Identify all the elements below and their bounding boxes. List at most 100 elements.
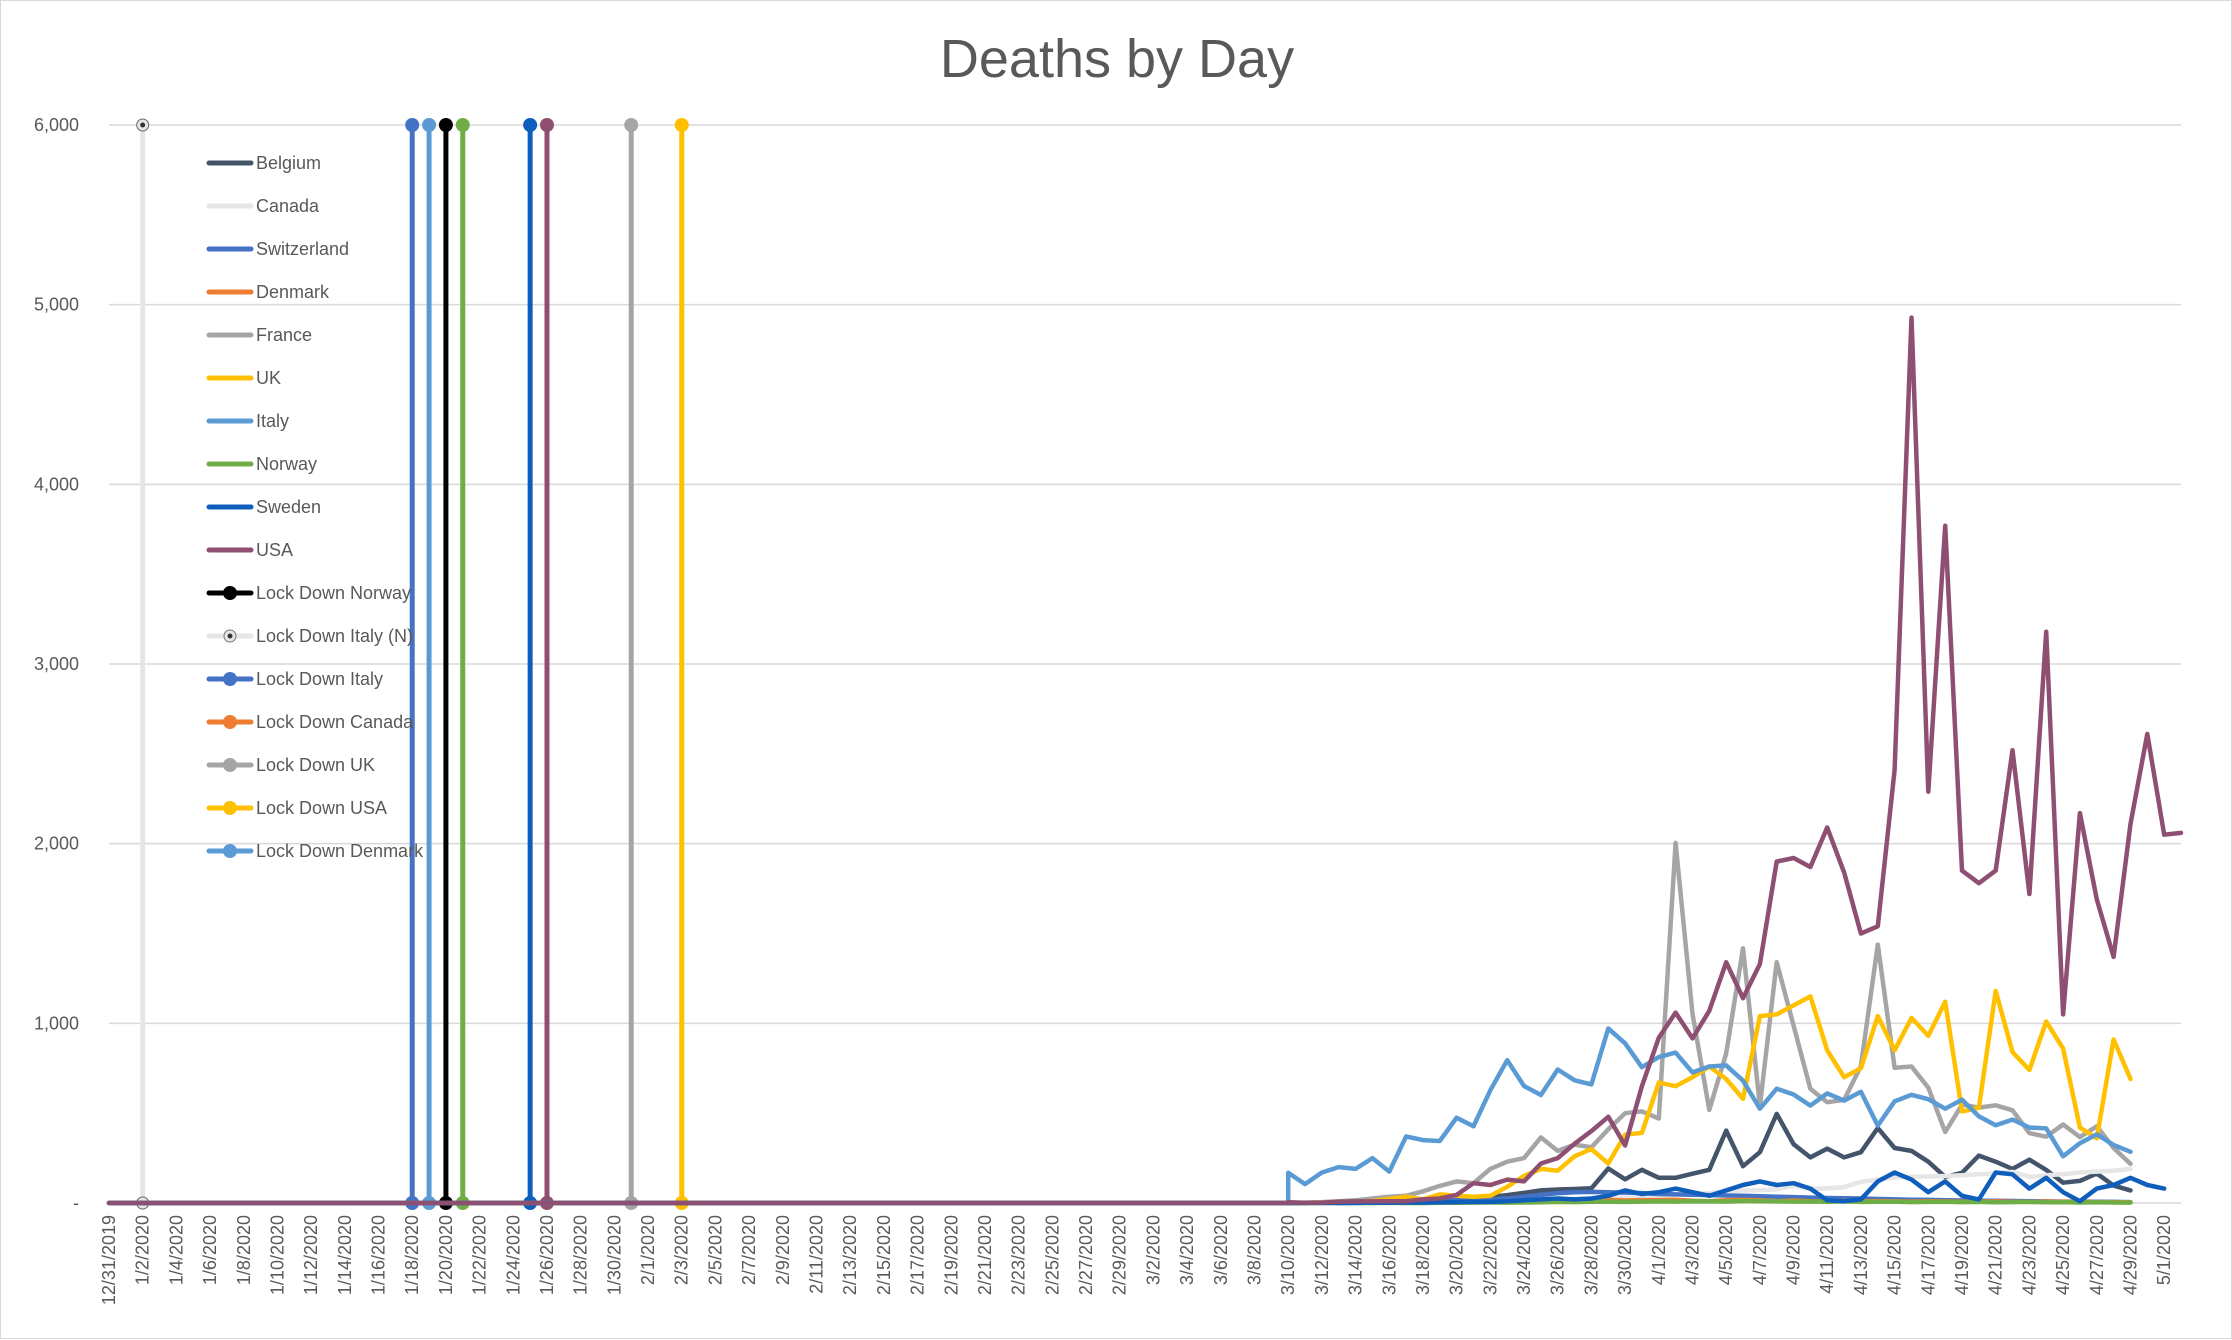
lockdown-lines (136, 118, 689, 1210)
legend-label: Lock Down Canada (256, 712, 414, 732)
x-tick-label: 1/12/2020 (301, 1215, 321, 1295)
x-tick-label: 4/9/2020 (1784, 1215, 1804, 1285)
x-tick-label: 2/25/2020 (1042, 1215, 1062, 1295)
legend-marker (223, 672, 237, 686)
legend-label: France (256, 325, 312, 345)
x-tick-label: 1/10/2020 (267, 1215, 287, 1295)
y-tick-label: - (73, 1193, 79, 1213)
x-tick-label: 1/8/2020 (234, 1215, 254, 1285)
x-tick-label: 3/12/2020 (1312, 1215, 1332, 1295)
x-tick-label: 3/6/2020 (1211, 1215, 1231, 1285)
legend-label: Lock Down Italy (256, 669, 383, 689)
x-tick-label: 1/4/2020 (166, 1215, 186, 1285)
legend-label: Switzerland (256, 239, 349, 259)
lockdown-line-marker (674, 118, 689, 132)
y-tick-label: 5,000 (34, 295, 79, 315)
x-tick-label: 4/17/2020 (1918, 1215, 1938, 1295)
x-tick-label: 4/13/2020 (1851, 1215, 1871, 1295)
legend-marker-dot (227, 633, 233, 639)
legend-marker (223, 801, 237, 815)
legend-label: UK (256, 368, 281, 388)
x-tick-label: 12/31/2019 (99, 1215, 119, 1305)
x-tick-label: 2/7/2020 (739, 1215, 759, 1285)
x-tick-label: 1/28/2020 (571, 1215, 591, 1295)
legend-label: Lock Down USA (256, 798, 387, 818)
y-axis-ticks: - 1,000 2,000 3,000 4,000 5,000 6,000 (34, 115, 79, 1213)
y-tick-label: 1,000 (34, 1013, 79, 1033)
y-tick-label: 4,000 (34, 474, 79, 494)
x-tick-label: 3/18/2020 (1413, 1215, 1433, 1295)
x-tick-label: 4/7/2020 (1750, 1215, 1770, 1285)
vertical-line-marker (455, 118, 470, 132)
legend-label: Belgium (256, 153, 321, 173)
x-tick-label: 2/17/2020 (908, 1215, 928, 1295)
y-tick-label: 2,000 (34, 834, 79, 854)
x-tick-label: 5/1/2020 (2154, 1215, 2174, 1285)
legend-label: Lock Down Denmark (256, 841, 424, 861)
lockdown-line-marker (422, 118, 437, 132)
x-tick-label: 1/26/2020 (537, 1215, 557, 1295)
x-tick-label: 1/2/2020 (133, 1215, 153, 1285)
x-tick-label: 1/24/2020 (503, 1215, 523, 1295)
y-tick-label: 3,000 (34, 654, 79, 674)
x-tick-label: 4/11/2020 (1817, 1215, 1837, 1294)
chart-title: Deaths by Day (940, 29, 1294, 89)
legend-marker (223, 715, 237, 729)
legend-label: Italy (256, 411, 289, 431)
x-tick-label: 2/15/2020 (874, 1215, 894, 1295)
vertical-line-marker (539, 118, 554, 132)
x-tick-label: 1/14/2020 (335, 1215, 355, 1295)
x-tick-label: 3/2/2020 (1143, 1215, 1163, 1285)
x-axis-ticks: 12/31/2019 1/2/2020 1/4/2020 1/6/2020 1/8/20… (99, 1215, 2174, 1305)
x-tick-label: 1/16/2020 (369, 1215, 389, 1295)
x-tick-label: 3/22/2020 (1480, 1215, 1500, 1295)
legend: Belgium Canada Switzerland Denmark France UK I… (206, 153, 424, 861)
lockdown-line-marker (438, 118, 453, 132)
x-tick-label: 4/1/2020 (1649, 1215, 1669, 1285)
x-tick-label: 2/19/2020 (941, 1215, 961, 1295)
series-line-italy (106, 1026, 2133, 1206)
x-tick-label: 2/1/2020 (638, 1215, 658, 1285)
legend-label: Denmark (256, 282, 330, 302)
legend-label: Lock Down Italy (N) (256, 626, 413, 646)
legend-marker (223, 844, 237, 858)
legend-label: Canada (256, 196, 320, 216)
series-line-usa (106, 315, 2184, 1206)
x-tick-label: 2/21/2020 (975, 1215, 995, 1295)
x-tick-label: 4/3/2020 (1682, 1215, 1702, 1285)
x-tick-label: 1/18/2020 (402, 1215, 422, 1295)
x-tick-label: 4/29/2020 (2120, 1215, 2140, 1295)
x-tick-label: 3/20/2020 (1447, 1215, 1467, 1295)
legend-label: Sweden (256, 497, 321, 517)
x-tick-label: 4/21/2020 (1986, 1215, 2006, 1295)
x-tick-label: 3/14/2020 (1346, 1215, 1366, 1295)
x-tick-label: 4/19/2020 (1952, 1215, 1972, 1295)
x-tick-label: 2/3/2020 (672, 1215, 692, 1285)
x-tick-label: 3/8/2020 (1244, 1215, 1264, 1285)
x-tick-label: 3/26/2020 (1548, 1215, 1568, 1295)
x-tick-label: 2/5/2020 (705, 1215, 725, 1285)
vertical-line-marker (523, 118, 538, 132)
x-tick-label: 2/11/2020 (807, 1215, 827, 1294)
x-tick-label: 2/13/2020 (840, 1215, 860, 1295)
series-line-france (106, 840, 2133, 1206)
lockdown-line-marker (624, 118, 639, 132)
legend-label: USA (256, 540, 293, 560)
x-tick-label: 3/24/2020 (1514, 1215, 1534, 1295)
x-tick-label: 1/22/2020 (470, 1215, 490, 1295)
x-tick-label: 3/4/2020 (1177, 1215, 1197, 1285)
x-tick-label: 2/29/2020 (1110, 1215, 1130, 1295)
x-tick-label: 3/28/2020 (1581, 1215, 1601, 1295)
x-tick-label: 1/6/2020 (200, 1215, 220, 1285)
x-tick-label: 4/25/2020 (2053, 1215, 2073, 1295)
legend-marker (223, 586, 237, 600)
series-lines (106, 315, 2184, 1206)
x-tick-label: 4/23/2020 (2019, 1215, 2039, 1295)
x-tick-label: 4/5/2020 (1716, 1215, 1736, 1285)
x-tick-label: 3/16/2020 (1379, 1215, 1399, 1295)
series-line-sweden (106, 1170, 2167, 1206)
x-tick-label: 3/30/2020 (1615, 1215, 1635, 1295)
y-tick-label: 6,000 (34, 115, 79, 135)
